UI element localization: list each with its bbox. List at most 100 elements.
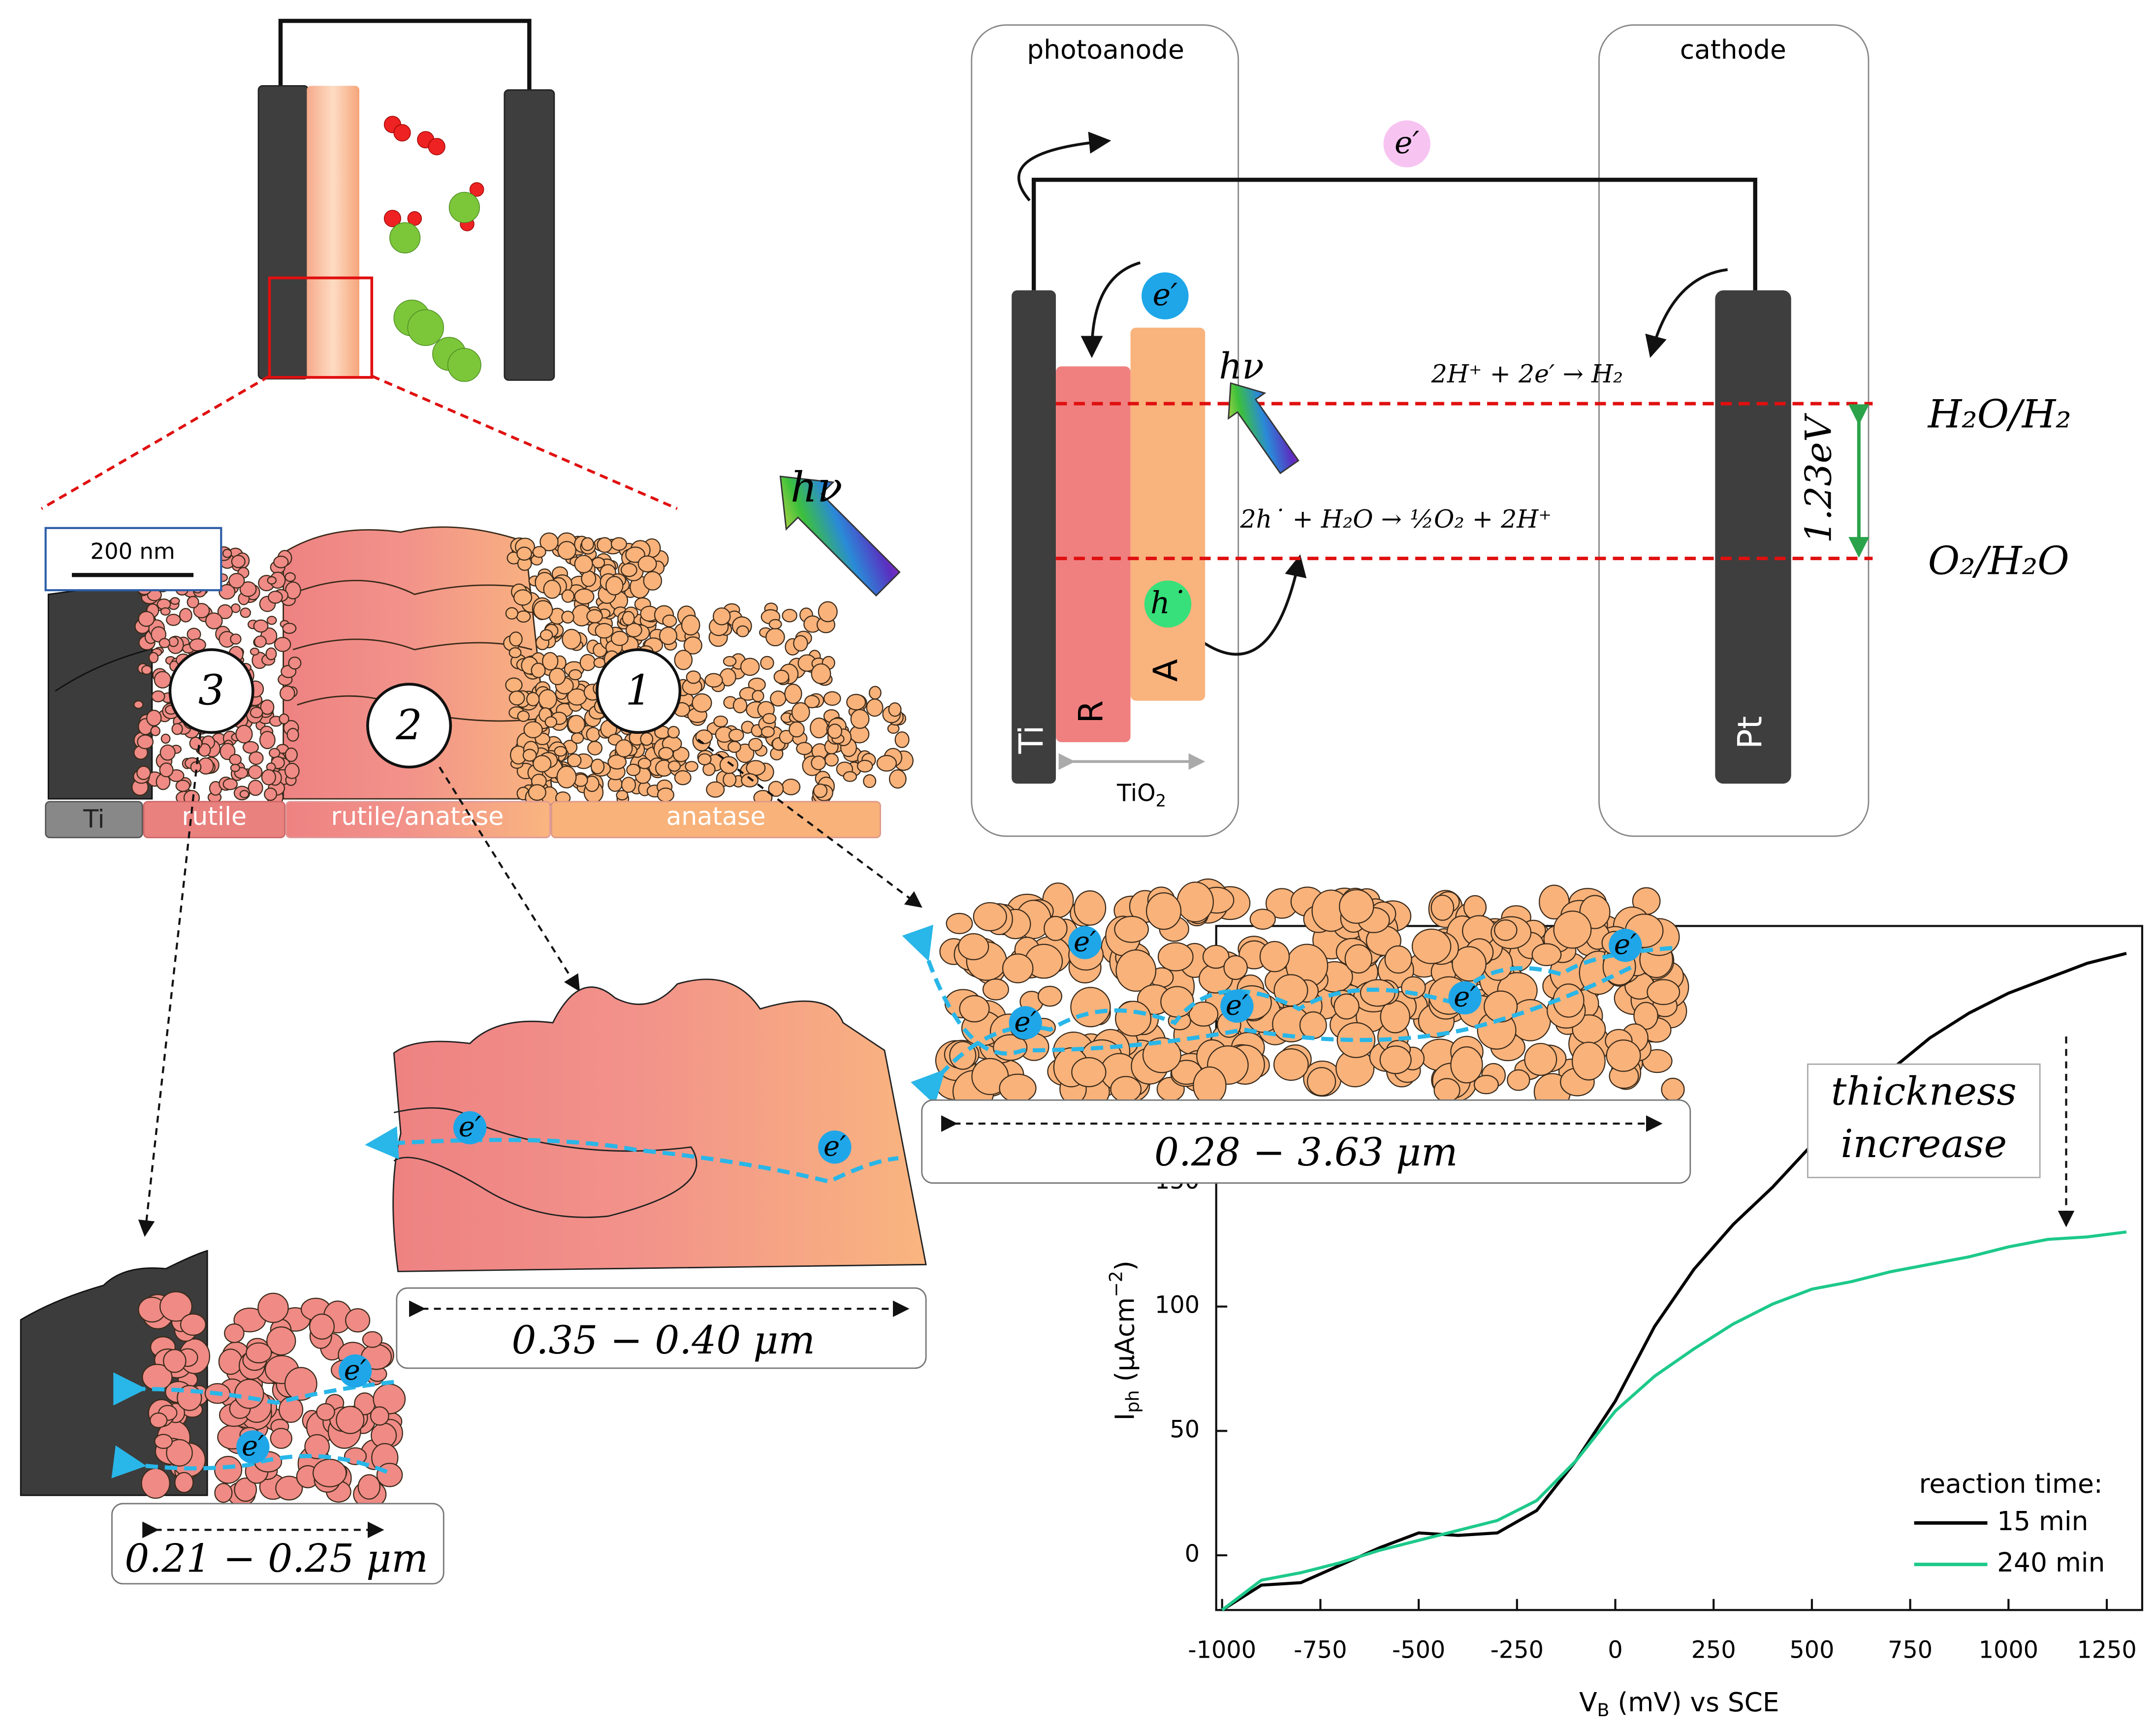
particle [1642,1049,1673,1073]
particle [159,638,170,648]
particle [234,1478,257,1502]
particle [193,603,210,619]
region-label: 1 [625,666,652,715]
layer-label: rutile [182,802,247,831]
particle [1307,1067,1336,1097]
legend-title: reaction time: [1919,1468,2103,1499]
particle [284,762,300,779]
particle [770,690,787,707]
particle [309,1313,335,1340]
particle [159,1291,192,1322]
x-label-main: V [1579,1687,1597,1718]
particle [275,1476,303,1501]
particle [1333,993,1360,1020]
particle [508,691,525,706]
particle [345,1308,371,1333]
particle [621,777,636,793]
y-tick-label: 50 [1170,1416,1200,1443]
particle [719,756,738,774]
particle [539,532,559,552]
particle [569,669,582,681]
x-tick-label: 750 [1888,1636,1933,1664]
y-label-sub: ph [1122,1390,1143,1413]
particle [894,731,910,748]
particle [523,721,543,739]
inset-anatase: 0.28 − 3.63 μm [902,878,1691,1184]
annotation-text: thickness [1831,1069,2017,1114]
particle [1157,942,1194,972]
particle [1074,890,1107,926]
particle [1338,889,1374,924]
particle [557,541,576,560]
electron-marker [1609,929,1642,962]
particle [218,1349,243,1375]
particle [166,613,181,626]
particle [543,579,561,599]
particle [205,612,223,629]
particle [762,713,777,724]
particle [273,556,289,568]
particle [866,698,884,717]
particle [1273,1048,1309,1081]
particle [286,727,299,742]
particle [163,1349,187,1373]
particle [1110,1076,1142,1103]
particle [760,656,774,670]
pec-schematic: photoanode cathode Ti R A Pt TiO2 1.23eV… [971,24,2071,837]
particle [1160,986,1194,1018]
particle [846,693,866,711]
x-tick-label: -500 [1392,1636,1445,1664]
electron-marker [1068,926,1102,959]
particle [773,669,790,684]
particle [1384,945,1412,974]
hv-label: hν [1219,346,1264,387]
tio2-sub: 2 [1156,791,1166,810]
particle [765,628,785,647]
particle [1002,953,1034,983]
electron-label: e′ [1454,981,1476,1013]
particle [531,662,546,678]
particle [827,723,843,739]
particle [999,1073,1037,1103]
light-arrow [1228,382,1300,474]
gap-label: 1.23eV [1798,413,1840,543]
particle [1484,990,1518,1023]
particle [1606,1039,1641,1072]
particle [811,755,826,770]
particle [264,787,277,801]
particle [304,1434,330,1459]
particle [723,772,737,787]
particle [813,783,828,798]
particle [151,626,166,643]
particle [959,995,990,1023]
particle [561,610,574,624]
particle [230,633,242,645]
particle [562,629,582,650]
particle [685,761,698,772]
particle [1071,1057,1107,1087]
particle [187,596,199,608]
cathode-label: cathode [1680,34,1786,65]
particle [267,576,277,585]
particle [150,725,160,736]
particle [505,607,519,620]
particle [605,576,624,596]
particle [217,604,233,620]
particle [782,609,797,623]
particle [136,765,151,780]
particle [1299,1011,1327,1039]
particle [242,741,259,754]
level-label: O₂/H₂O [1928,538,2069,583]
particle [1273,974,1308,1007]
particle [539,629,553,641]
particle [1452,946,1487,982]
particle [781,778,801,795]
particle [818,601,838,623]
particle [1553,911,1592,949]
particle [728,741,741,753]
particle [154,1434,173,1449]
particle [222,778,238,790]
particle [607,754,627,770]
particle [279,713,289,724]
hole-label: h˙ [1150,585,1185,621]
